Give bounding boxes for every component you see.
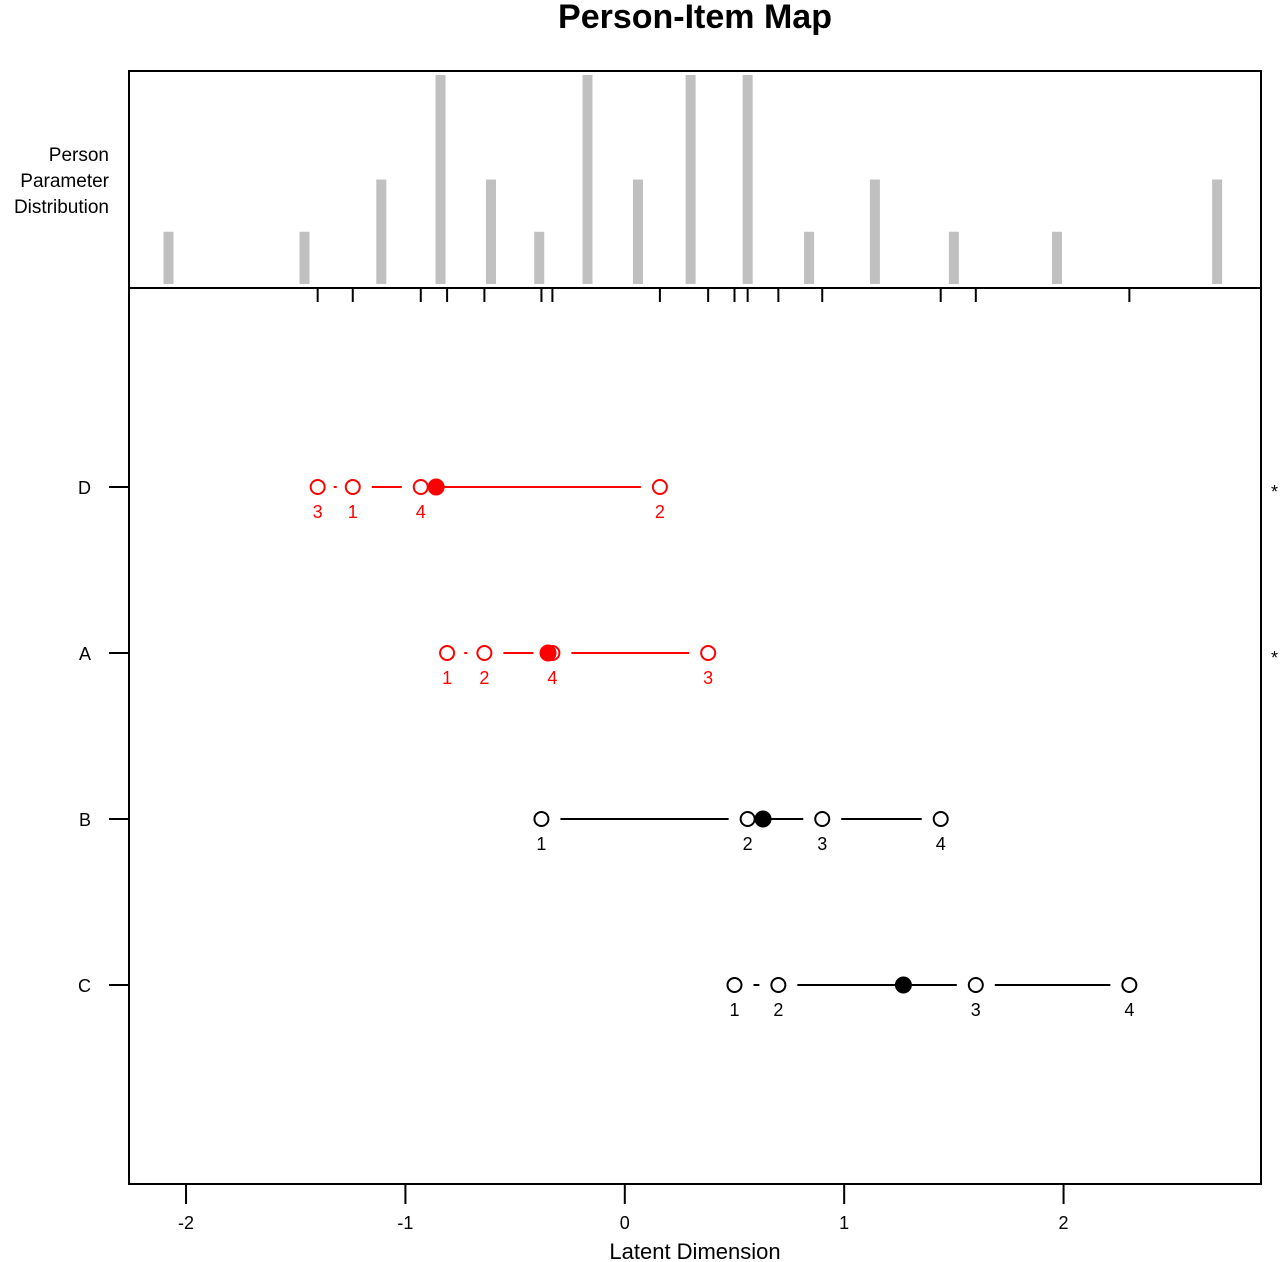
item-row-d: D 3 1 4 2 * <box>78 478 1278 522</box>
item-misfit-flag: * <box>1271 482 1278 502</box>
threshold-label: 3 <box>817 834 827 854</box>
x-axis-label: Latent Dimension <box>609 1239 780 1262</box>
person-distribution-bar <box>163 231 174 284</box>
item-rows: D 3 1 4 2 * A 1 2 4 3 * B 1 2 3 4 C 1 2 3 4 <box>78 478 1278 1020</box>
threshold-point <box>439 645 456 661</box>
person-distribution-bar <box>582 75 593 284</box>
threshold-label: 3 <box>971 1000 981 1020</box>
threshold-point <box>1121 977 1138 993</box>
person-distribution-bar <box>804 231 815 284</box>
top-panel-label-line-2: Parameter <box>20 171 109 192</box>
threshold-point <box>309 479 326 495</box>
threshold-label: 2 <box>743 834 753 854</box>
chart-title: Person-Item Map <box>558 0 832 36</box>
person-distribution-bar <box>685 75 696 284</box>
threshold-point <box>700 645 717 661</box>
main-panel-frame <box>128 287 1262 1185</box>
threshold-point <box>412 479 429 495</box>
person-distribution-bar <box>534 231 545 284</box>
item-misfit-flag: * <box>1271 648 1278 668</box>
threshold-point <box>932 811 949 827</box>
person-distribution-bar <box>1051 231 1062 284</box>
x-axis: -2 -1 0 1 2 <box>178 1184 1069 1233</box>
x-axis-tick-label: -1 <box>397 1213 413 1233</box>
item-location-point <box>539 644 557 662</box>
threshold-label: 3 <box>313 502 323 522</box>
item-label: C <box>78 976 91 996</box>
threshold-point <box>651 479 668 495</box>
x-axis-tick-label: 1 <box>839 1213 849 1233</box>
item-label: D <box>78 478 91 498</box>
threshold-point <box>726 977 743 993</box>
x-axis-tick-label: 0 <box>620 1213 630 1233</box>
threshold-label: 4 <box>416 502 426 522</box>
item-location-point <box>894 976 912 994</box>
threshold-label: 4 <box>936 834 946 854</box>
x-axis-tick-label: -2 <box>178 1213 194 1233</box>
item-row-b: B 1 2 3 4 <box>79 810 949 854</box>
person-distribution-bar <box>1212 179 1223 284</box>
person-distribution-bar <box>485 179 496 284</box>
threshold-label: 1 <box>348 502 358 522</box>
top-panel-label-line-1: Person <box>49 145 109 166</box>
threshold-label: 1 <box>729 1000 739 1020</box>
threshold-ticks <box>316 288 1131 302</box>
threshold-point <box>770 977 787 993</box>
item-row-c: C 1 2 3 4 <box>78 976 1138 1020</box>
person-distribution-bar <box>632 179 643 284</box>
top-panel-label-line-3: Distribution <box>14 197 109 218</box>
item-label: A <box>79 644 91 664</box>
item-label: B <box>79 810 91 830</box>
threshold-label: 1 <box>536 834 546 854</box>
person-distribution-bar <box>299 231 310 284</box>
threshold-label: 4 <box>547 668 557 688</box>
person-distribution-bar <box>435 75 446 284</box>
threshold-point <box>476 645 493 661</box>
person-distribution-bar <box>742 75 753 284</box>
person-distribution-bar <box>376 179 387 284</box>
threshold-point <box>967 977 984 993</box>
top-panel-label: Person Parameter Distribution <box>14 145 110 218</box>
person-distribution-bar <box>948 231 959 284</box>
threshold-point <box>344 479 361 495</box>
threshold-label: 3 <box>703 668 713 688</box>
item-location-point <box>427 478 445 496</box>
threshold-point <box>814 811 831 827</box>
item-location-point <box>754 810 772 828</box>
threshold-point <box>533 811 550 827</box>
person-distribution-bar <box>869 179 880 284</box>
threshold-label: 4 <box>1124 1000 1134 1020</box>
person-distribution-bars <box>163 75 1223 284</box>
x-axis-tick-label: 2 <box>1059 1213 1069 1233</box>
threshold-point <box>739 811 756 827</box>
item-row-a: A 1 2 4 3 * <box>79 644 1278 688</box>
threshold-label: 2 <box>479 668 489 688</box>
threshold-label: 2 <box>655 502 665 522</box>
threshold-label: 1 <box>442 668 452 688</box>
threshold-label: 2 <box>773 1000 783 1020</box>
